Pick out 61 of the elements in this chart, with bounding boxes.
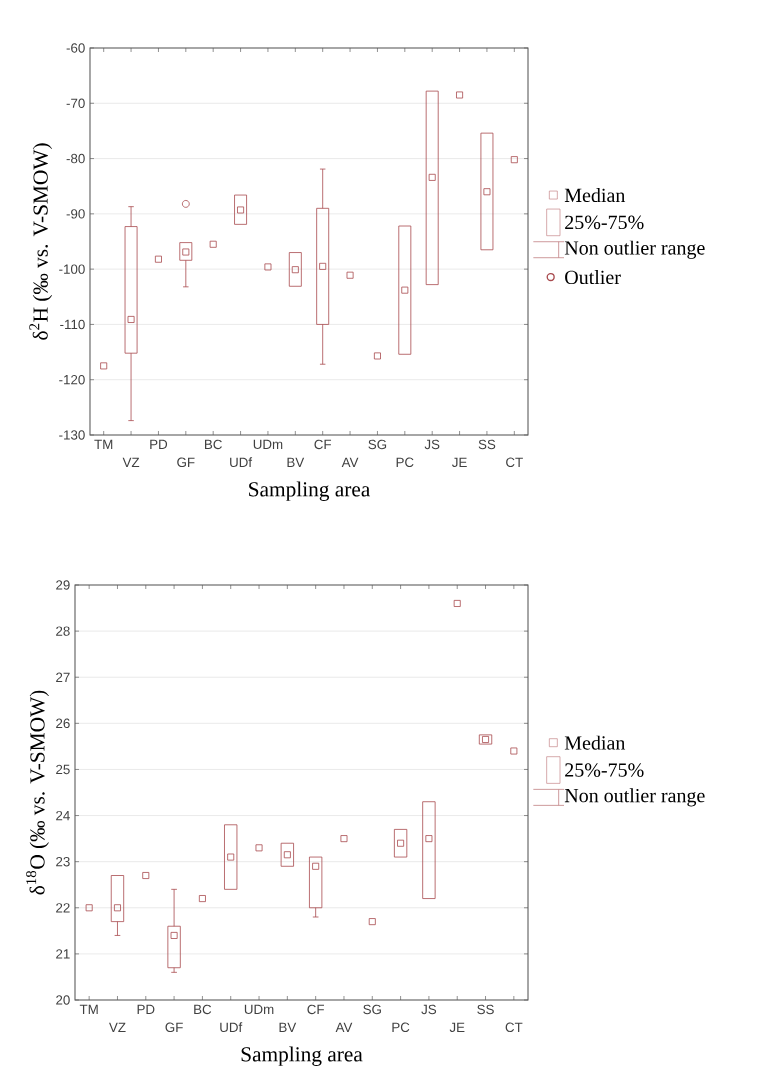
text: Median <box>564 735 626 750</box>
x-tick-label: AV <box>341 457 359 467</box>
y-tick-label: -110 <box>60 319 85 330</box>
x-tick-label: CF <box>314 439 332 450</box>
y-tick-label: 27 <box>56 672 70 682</box>
x-tick-label: JE <box>449 1022 465 1033</box>
y-tick-label: -60 <box>66 43 85 53</box>
x-tick-label: JS <box>424 439 440 450</box>
text: Non outlier range <box>564 240 705 259</box>
x-tick-label: PC <box>396 457 414 468</box>
x-tick-label: UDf <box>230 457 253 468</box>
x-tick-label: SS <box>477 1004 494 1015</box>
x-tick-label: GF <box>165 1022 183 1033</box>
y-tick-label: -100 <box>59 264 85 274</box>
x-tick-label: PD <box>150 439 168 449</box>
y-axis-title: δ$^{2}$H (‰ vs. V-SMOW) <box>29 143 53 340</box>
y-tick-label: -70 <box>66 98 85 108</box>
text: Median <box>564 188 626 203</box>
x-tick-label: BV <box>287 457 305 467</box>
x-tick-label: GF <box>177 457 195 468</box>
x-tick-label: PC <box>392 1022 410 1033</box>
y-tick-label: 29 <box>56 580 70 590</box>
text: 25%-75% <box>565 215 644 230</box>
y-tick-label: 25 <box>56 764 70 775</box>
x-tick-label: UDf <box>220 1022 243 1033</box>
x-tick-label: BC <box>194 1004 212 1015</box>
text: 25%-75% <box>565 763 644 777</box>
x-tick-label: CF <box>307 1004 325 1015</box>
x-tick-label: CT <box>505 1022 523 1033</box>
x-tick-label: JS <box>421 1004 437 1015</box>
x-tick-label: PD <box>137 1004 155 1014</box>
x-tick-label: TM <box>79 1004 98 1014</box>
x-tick-label: VZ <box>122 457 140 467</box>
x-tick-label: AV <box>335 1022 353 1032</box>
y-axis-title: δ$^{18}$O (‰ vs. V-SMOW) <box>26 690 49 895</box>
x-tick-label: CT <box>506 457 523 468</box>
text: Outlier <box>565 270 621 285</box>
x-tick-label: UDm <box>244 1004 274 1015</box>
x-tick-label: VZ <box>109 1022 126 1032</box>
x-tick-label: JE <box>451 457 467 468</box>
y-tick-label: 21 <box>56 949 70 959</box>
text: Non outlier range <box>564 788 705 807</box>
y-tick-label: 26 <box>56 718 70 729</box>
x-tick-label: TM <box>94 439 113 449</box>
y-tick-label: 20 <box>56 995 70 1005</box>
x-tick-label: BC <box>205 439 222 450</box>
x-axis-title: Sampling area <box>249 481 371 501</box>
x-axis-title: Sampling area <box>241 1046 363 1066</box>
y-tick-label: -130 <box>59 430 85 440</box>
y-tick-label: 24 <box>56 810 70 821</box>
y-tick-label: 22 <box>56 903 70 913</box>
y-tick-label: 23 <box>56 856 70 867</box>
y-tick-label: -80 <box>66 153 85 164</box>
y-tick-label: 28 <box>56 626 70 636</box>
x-tick-label: SG <box>368 439 387 450</box>
y-tick-label: -90 <box>66 209 85 219</box>
x-tick-label: BV <box>279 1022 297 1032</box>
x-tick-label: SG <box>363 1004 381 1015</box>
y-tick-label: -120 <box>59 374 85 385</box>
x-tick-label: SS <box>478 439 496 450</box>
x-tick-label: UDm <box>253 439 283 450</box>
